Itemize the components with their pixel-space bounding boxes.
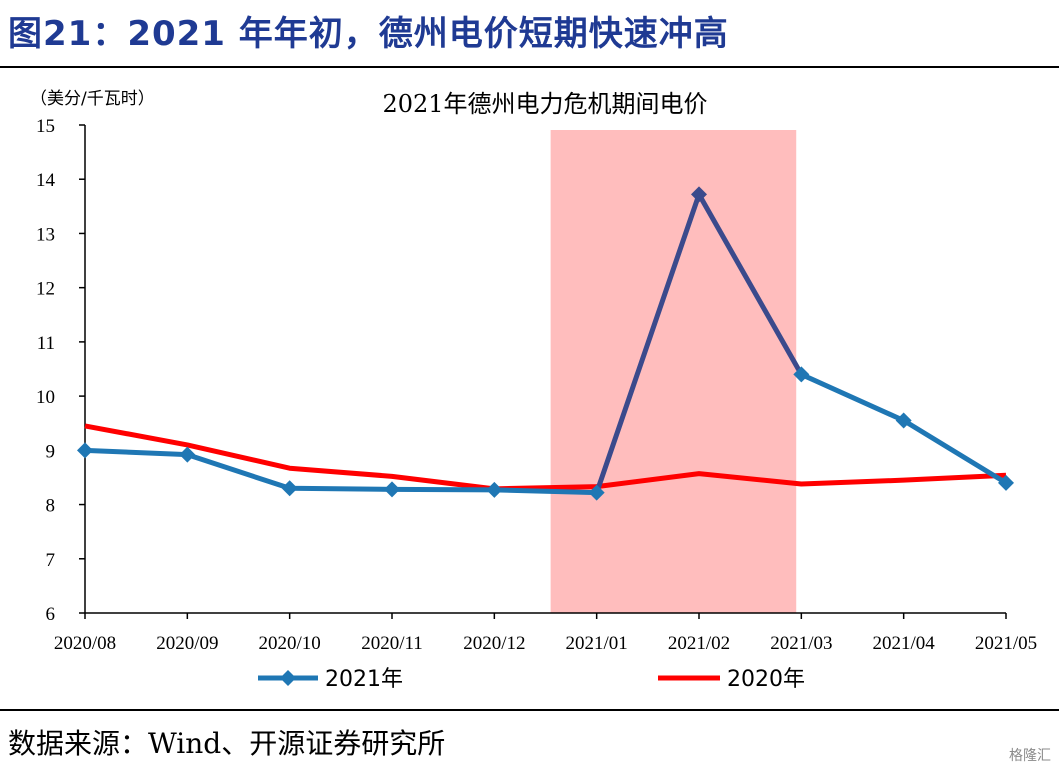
data-point-2021 xyxy=(384,481,400,498)
series-markers xyxy=(77,186,1014,501)
series-line-2020 xyxy=(84,423,1007,492)
top-divider xyxy=(0,66,1059,68)
x-tick-label: 2021/01 xyxy=(566,633,628,654)
x-tick-label: 2020/08 xyxy=(54,633,116,654)
y-tick-label: 12 xyxy=(36,279,55,300)
x-tick-label: 2021/02 xyxy=(668,633,730,654)
y-tick-label: 14 xyxy=(36,170,56,191)
data-point-2021 xyxy=(895,412,912,429)
crisis-highlight-band xyxy=(550,130,797,613)
y-tick-label: 10 xyxy=(36,387,55,408)
source-note: 数据来源：Wind、开源证券研究所 xyxy=(8,727,446,760)
data-point-2021 xyxy=(281,480,298,497)
chart-title: 2021年德州电力危机期间电价 xyxy=(382,90,707,118)
figure-title: 图21：2021 年年初，德州电价短期快速冲高 xyxy=(8,14,729,54)
y-tick-label: 7 xyxy=(46,550,56,571)
data-point-2021 xyxy=(179,446,196,463)
legend: 2021年 2020年 xyxy=(258,667,805,692)
watermark: 格隆汇 xyxy=(1009,748,1051,764)
y-axis-unit-label: （美分/千瓦时） xyxy=(30,89,155,109)
x-tick-label: 2021/04 xyxy=(873,633,936,654)
series-lines xyxy=(84,191,1008,496)
x-tick-label: 2021/05 xyxy=(975,633,1037,654)
series-line-2021 xyxy=(800,372,1008,486)
legend-label-2021: 2021年 xyxy=(325,667,403,692)
x-tick-label: 2020/10 xyxy=(259,633,321,654)
legend-label-2020: 2020年 xyxy=(727,667,805,692)
x-tick-label: 2020/09 xyxy=(156,633,218,654)
bottom-divider xyxy=(0,709,1059,711)
data-point-2021 xyxy=(486,481,503,498)
series-line-2021 xyxy=(84,447,597,496)
data-point-2021 xyxy=(691,186,707,203)
y-tick-label: 6 xyxy=(46,604,56,625)
data-point-2021 xyxy=(793,366,810,383)
data-point-2021 xyxy=(998,474,1014,491)
y-tick-label: 8 xyxy=(46,496,56,517)
x-tick-label: 2020/11 xyxy=(361,633,423,654)
legend-marker-2021 xyxy=(280,670,296,686)
y-tick-label: 13 xyxy=(36,224,55,245)
data-point-2021 xyxy=(588,484,605,501)
x-tick-label: 2020/12 xyxy=(463,633,525,654)
y-tick-label: 9 xyxy=(46,441,56,462)
y-tick-label: 15 xyxy=(36,116,55,137)
y-tick-label: 11 xyxy=(37,333,55,354)
data-point-2021 xyxy=(77,442,93,459)
axes: 6 7 8 9 10 11 12 13 14 15 2020/08 2020/09 2020/10 202… xyxy=(36,116,1037,654)
x-tick-label: 2021/03 xyxy=(770,633,832,654)
